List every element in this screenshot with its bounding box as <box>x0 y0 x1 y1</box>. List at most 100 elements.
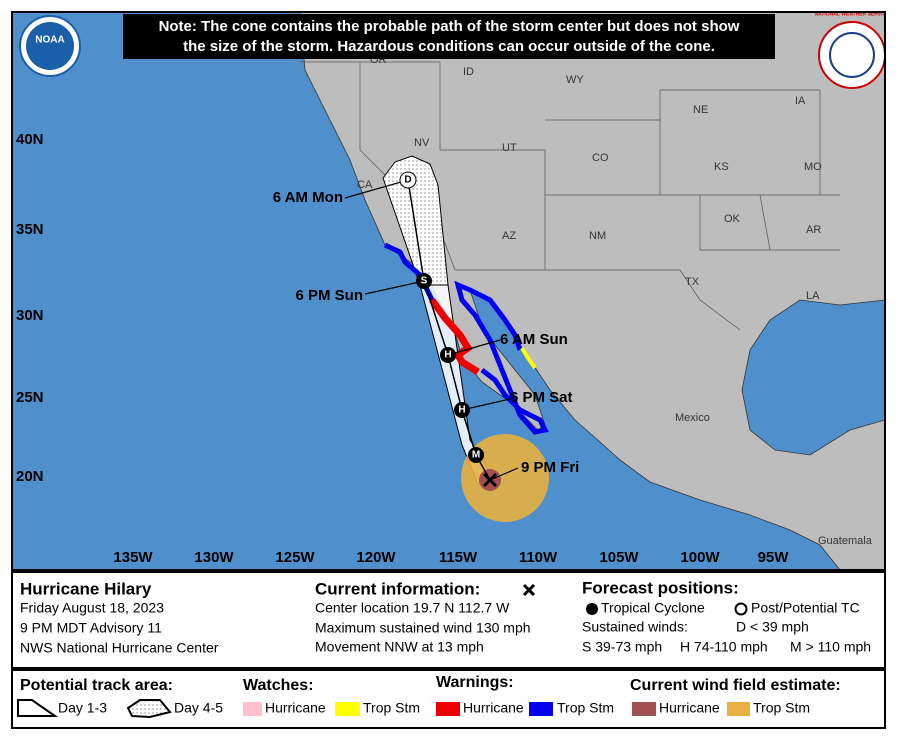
time-label: 6 PM Sat <box>510 389 573 406</box>
lon-label: 115W <box>439 549 478 566</box>
note-line: the size of the storm. Hazardous conditi… <box>183 38 715 55</box>
marker-letter: H <box>444 350 451 361</box>
marker-letter: D <box>404 175 411 186</box>
time-label: 6 AM Sun <box>500 331 568 348</box>
leader-lines <box>344 179 519 481</box>
time-label: 6 PM Sun <box>295 287 363 304</box>
place-label: CA <box>357 179 373 191</box>
lon-label: 105W <box>599 549 639 566</box>
wind-field-heading: Current wind field estimate: <box>630 677 841 694</box>
logo-text: NOAA <box>35 35 64 46</box>
warning-trop-stm <box>454 280 549 435</box>
map-frame <box>11 11 886 571</box>
forecast-markers: M H H S D <box>399 171 484 463</box>
place-label: CO <box>592 152 609 164</box>
lon-label: 130W <box>194 549 234 566</box>
note-line: Note: The cone contains the probable pat… <box>159 18 740 35</box>
place-label: TX <box>685 276 700 288</box>
place-label: UT <box>502 142 517 154</box>
place-label: MO <box>804 161 822 173</box>
watch-hurricane-swatch <box>243 702 262 716</box>
place-label: NE <box>693 104 708 116</box>
wind-label: Trop Stm <box>753 700 810 716</box>
warning-label: Trop Stm <box>557 700 614 716</box>
current-center: Center location 19.7 N 112.7 W <box>315 600 510 616</box>
current-movement: Movement NNW at 13 mph <box>315 639 484 655</box>
day13-icon <box>17 699 59 717</box>
watch-label: Trop Stm <box>363 700 420 716</box>
lon-label: 135W <box>113 549 153 566</box>
place-label: KS <box>714 161 729 173</box>
time-label: 9 PM Fri <box>521 459 579 476</box>
warnings-heading: Warnings: <box>436 674 514 691</box>
place-labels: OR ID WY NV UT CO NE IA KS MO CA AZ NM O… <box>357 54 873 547</box>
winds-heading: Sustained winds: <box>582 619 688 635</box>
place-label: NM <box>589 230 606 242</box>
place-label: AZ <box>502 230 516 242</box>
place-label: LA <box>806 290 820 302</box>
lat-label: 30N <box>16 307 44 324</box>
lat-label: 35N <box>16 221 44 238</box>
lat-label: 40N <box>16 131 44 148</box>
watch-label: Hurricane <box>265 700 326 716</box>
latitude-labels: 40N 35N 30N 25N 20N <box>16 131 44 485</box>
current-wind: Maximum sustained wind 130 mph <box>315 620 531 636</box>
watches-heading: Watches: <box>243 677 314 694</box>
warning-trop-swatch <box>529 702 553 716</box>
current-x-icon <box>522 583 536 597</box>
marker-letter: M <box>472 450 480 461</box>
warning-hurricane <box>429 297 480 375</box>
lon-label: 95W <box>758 549 790 566</box>
longitude-labels: 135W 130W 125W 120W 115W 110W 105W 100W … <box>113 549 789 566</box>
date: Friday August 18, 2023 <box>20 600 164 616</box>
tropical-icon <box>586 603 598 615</box>
nws-logo: NATIONAL WEATHER SERVICE <box>815 11 891 89</box>
map: M H H S D 9 PM Fri 6 PM Sat 6 AM Sun 6 P… <box>12 11 891 570</box>
wind-h: H 74-110 mph <box>680 639 768 655</box>
wind-m: M > 110 mph <box>790 639 871 655</box>
place-label: AR <box>806 224 821 236</box>
current-position <box>482 472 498 488</box>
place-label: Mexico <box>675 412 710 424</box>
marker-letter: H <box>458 405 465 416</box>
warning-label: Hurricane <box>463 700 524 716</box>
post-label: Post/Potential TC <box>751 600 860 616</box>
warning-hurricane-swatch <box>436 702 460 716</box>
day45-icon <box>126 699 172 719</box>
time-label: 6 AM Mon <box>273 189 343 206</box>
logo-text: NATIONAL WEATHER SERVICE <box>815 11 891 17</box>
noaa-logo: NOAA <box>19 15 81 77</box>
source: NWS National Hurricane Center <box>20 640 219 656</box>
storm-name: Hurricane Hilary <box>20 579 152 598</box>
place-label: Guatemala <box>818 535 873 547</box>
marker-letter: S <box>421 276 428 287</box>
wind-label: Hurricane <box>659 700 720 716</box>
lon-label: 125W <box>275 549 315 566</box>
tropical-label: Tropical Cyclone <box>601 600 705 616</box>
forecast-heading: Forecast positions: <box>582 578 739 597</box>
watch-trop-stm <box>520 346 537 370</box>
advisory: 9 PM MDT Advisory 11 <box>20 620 162 636</box>
lon-label: 100W <box>680 549 720 566</box>
lon-label: 110W <box>519 549 558 566</box>
current-heading: Current information: <box>315 579 480 598</box>
note-box <box>123 14 775 59</box>
place-label: ID <box>463 66 474 78</box>
place-label: NV <box>414 137 430 149</box>
place-label: OK <box>724 213 741 225</box>
info-panel <box>11 571 886 669</box>
time-labels: 9 PM Fri 6 PM Sat 6 AM Sun 6 PM Sun 6 AM… <box>273 189 580 476</box>
lat-label: 20N <box>16 468 44 485</box>
watch-trop-swatch <box>335 702 360 716</box>
post-icon <box>734 602 748 616</box>
place-label: IA <box>795 95 806 107</box>
day13-label: Day 1-3 <box>58 700 107 716</box>
place-label: WY <box>566 74 584 86</box>
wind-trop-swatch <box>727 702 750 716</box>
track-area-heading: Potential track area: <box>20 677 173 694</box>
wind-d: D < 39 mph <box>736 619 809 635</box>
day45-label: Day 4-5 <box>174 700 223 716</box>
lon-label: 120W <box>356 549 396 566</box>
wind-s: S 39-73 mph <box>582 639 662 655</box>
